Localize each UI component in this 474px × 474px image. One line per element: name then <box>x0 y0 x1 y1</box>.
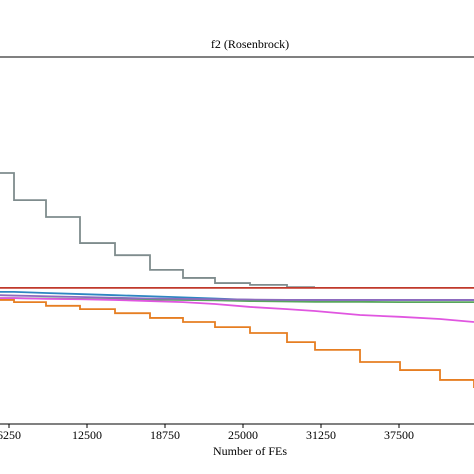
plot-frame <box>0 56 474 425</box>
series-line <box>0 172 316 289</box>
series-line <box>0 299 474 389</box>
x-tick-label: 37500 <box>384 428 414 442</box>
x-tick-label: 6250 <box>0 428 21 442</box>
chart-title: f2 (Rosenbrock) <box>211 37 289 51</box>
x-axis-label: Number of FEs <box>213 444 287 458</box>
x-tick-label: 31250 <box>306 428 336 442</box>
series-line <box>0 294 474 301</box>
series-line <box>0 297 474 323</box>
x-tick-label: 12500 <box>72 428 102 442</box>
x-tick-label: 25000 <box>228 428 258 442</box>
x-tick-label: 18750 <box>150 428 180 442</box>
